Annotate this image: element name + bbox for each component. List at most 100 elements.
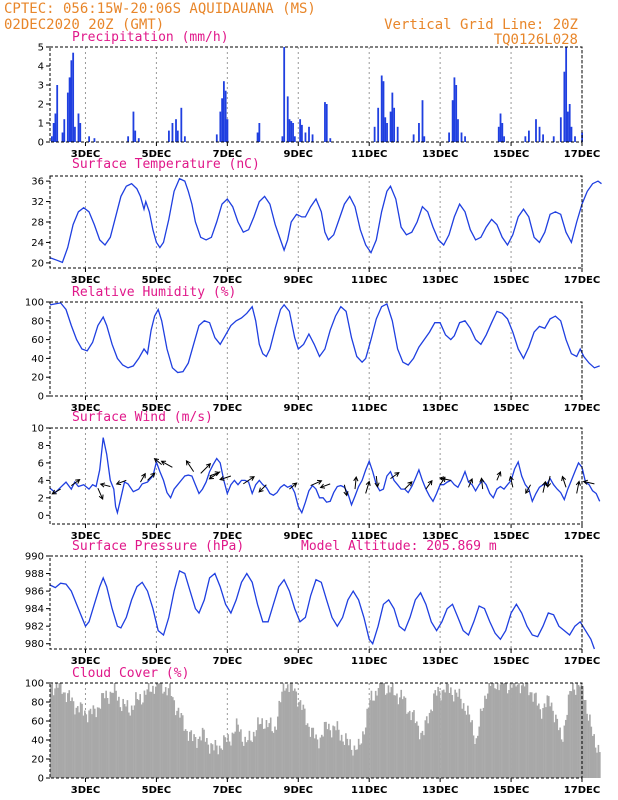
precip-bar-32 [258, 123, 261, 142]
cloud-bar-309 [488, 683, 490, 778]
series-line [49, 437, 601, 516]
wind-arrow-16 [289, 482, 298, 490]
x-tick-label-7: 17DEC [564, 656, 600, 667]
cloud-bar-373 [579, 686, 581, 778]
cloud-bar-85 [170, 696, 173, 778]
cloud-bar-325 [511, 687, 513, 778]
cloud-bar-299 [474, 744, 476, 778]
series-line [49, 302, 600, 374]
cloud-bar-74 [154, 686, 157, 778]
precip-bar-78 [552, 136, 555, 142]
x-tick-label-0: 3DEC [71, 149, 100, 160]
cloud-bar-112 [208, 753, 211, 778]
cloud-bar-340 [532, 701, 534, 778]
precip-bar-70 [499, 113, 502, 142]
cloud-bar-369 [573, 689, 576, 778]
cloud-bar-240 [390, 687, 393, 778]
panel-title: Surface Pressure (hPa) [72, 539, 244, 554]
cloud-bar-330 [518, 683, 520, 778]
cloud-bar-237 [386, 693, 388, 778]
cloud-bar-0 [50, 684, 52, 778]
wind-arrow-8 [160, 460, 173, 468]
cloud-bar-158 [274, 726, 276, 778]
precip-bar-71 [501, 123, 504, 142]
cloud-bar-273 [437, 686, 439, 778]
x-tick-label-4: 11DEC [351, 656, 387, 667]
cloud-bar-295 [468, 714, 471, 778]
header-model: TQ0126L028 [494, 32, 578, 48]
cloud-bar-224 [367, 707, 370, 778]
cloud-bar-321 [505, 683, 508, 778]
precip-bar-0 [50, 136, 53, 142]
cloud-bar-201 [335, 730, 337, 778]
cloud-bar-347 [542, 708, 544, 778]
precip-bar-31 [256, 132, 259, 142]
cloud-bar-350 [546, 695, 549, 778]
cloud-bar-217 [357, 738, 360, 778]
cloud-bar-255 [411, 712, 414, 778]
cloud-bar-312 [492, 683, 495, 778]
x-tick-label-5: 13DEC [422, 531, 458, 542]
cloud-bar-226 [370, 690, 373, 778]
cloud-bar-146 [257, 717, 259, 778]
x-tick-label-2: 7DEC [213, 531, 242, 542]
cloud-bar-6 [58, 683, 61, 778]
wind-arrow-37 [582, 479, 595, 485]
wind-arrow-35 [561, 475, 567, 488]
cloud-bar-49 [119, 707, 122, 778]
precip-bar-7 [68, 77, 71, 142]
wind-arrow-24 [404, 481, 413, 490]
precip-bar-55 [391, 92, 394, 142]
cloud-bar-308 [486, 693, 489, 778]
cloud-bar-181 [306, 723, 309, 778]
cloud-bar-353 [550, 702, 553, 778]
panel-3: 0 20 40 60 80 100 3DEC 5DEC 7DEC 9DEC 11DEC 13DEC 15… [25, 285, 600, 414]
cloud-bar-42 [109, 691, 112, 778]
cloud-bar-375 [582, 685, 584, 778]
wind-arrow-21 [365, 480, 371, 494]
precip-bar-54 [389, 111, 392, 142]
cloud-bar-279 [445, 683, 448, 778]
precip-bar-2 [54, 113, 57, 142]
precip-bar-39 [293, 136, 296, 142]
precip-bar-51 [382, 81, 385, 142]
y-tick-label-4: 80 [31, 316, 44, 327]
cloud-bar-379 [587, 720, 590, 778]
cloud-bar-138 [245, 742, 248, 778]
cloud-bar-62 [137, 700, 140, 778]
y-tick-label-3: 3 [38, 81, 44, 92]
wind-arrow-32 [525, 484, 532, 495]
x-tick-label-6: 15DEC [493, 403, 529, 414]
x-tick-label-4: 11DEC [351, 785, 387, 796]
cloud-bar-118 [217, 754, 220, 778]
cloud-bar-386 [597, 744, 600, 778]
x-tick-label-6: 15DEC [493, 531, 529, 542]
cloud-bar-199 [332, 725, 334, 778]
cloud-bar-148 [259, 723, 262, 778]
y-tick-label-5: 5 [38, 43, 44, 54]
cloud-bar-80 [163, 691, 166, 778]
x-tick-label-3: 9DEC [284, 656, 313, 667]
x-tick-label-0: 3DEC [71, 275, 100, 286]
cloud-bar-151 [264, 728, 266, 778]
cloud-bar-45 [113, 683, 116, 778]
cloud-bar-81 [164, 687, 167, 778]
cloud-bar-93 [181, 715, 184, 778]
cloud-bar-30 [92, 705, 95, 778]
cloud-bar-57 [130, 705, 133, 778]
x-tick-label-0: 3DEC [71, 531, 100, 542]
panel-1: 0 1 2 3 4 5 3DEC 5DEC 7DEC 9DEC 11DEC 13DEC 15DEC 17D… [38, 30, 601, 160]
x-tick-label-4: 11DEC [351, 149, 387, 160]
plot-frame [49, 682, 583, 779]
x-tick-label-1: 5DEC [142, 403, 171, 414]
wind-arrow-19 [343, 484, 349, 497]
x-tick-label-5: 13DEC [422, 656, 458, 667]
cloud-bar-19 [76, 706, 79, 778]
cloud-bar-7 [59, 683, 62, 778]
precip-bar-74 [528, 130, 530, 142]
cloud-bar-381 [590, 726, 593, 778]
y-tick-label-0: 0 [38, 392, 44, 403]
cloud-bar-387 [599, 752, 601, 778]
cloud-bar-70 [149, 691, 151, 778]
cloud-bar-178 [302, 704, 305, 778]
